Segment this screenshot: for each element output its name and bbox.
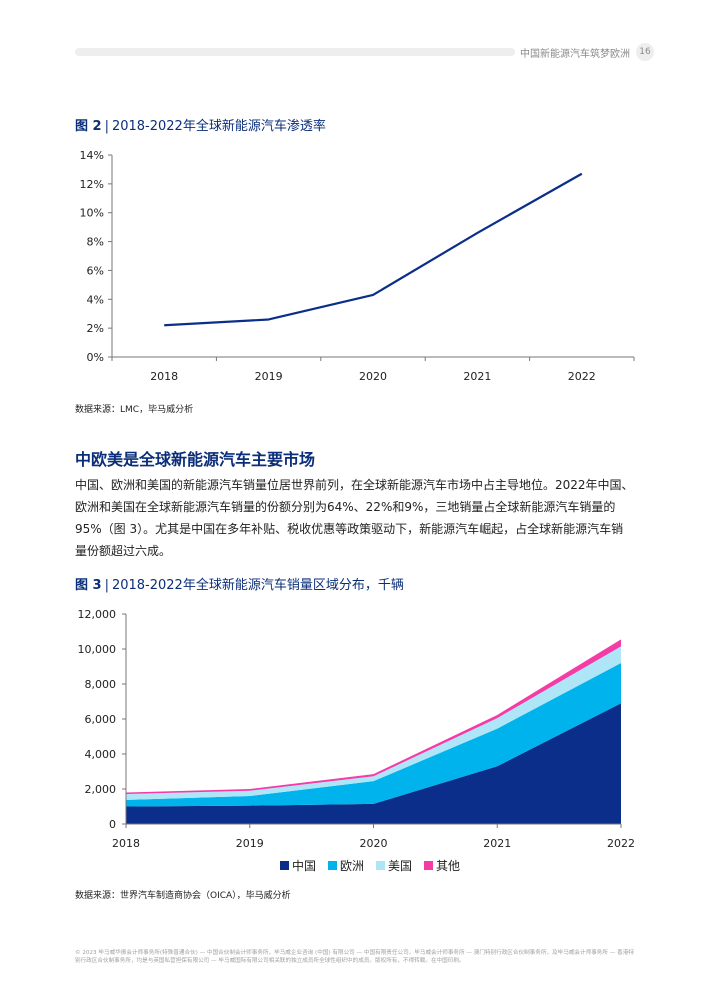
x-tick-label: 2021 (463, 370, 491, 383)
header-bar (75, 48, 515, 56)
y-tick-label: 6% (87, 264, 104, 277)
x-tick-label: 2019 (236, 837, 264, 850)
x-tick-label: 2018 (150, 370, 178, 383)
y-tick-label: 8% (87, 236, 104, 249)
legend-swatch-美国 (376, 861, 385, 870)
y-tick-label: 10% (80, 207, 104, 220)
y-tick-label: 6,000 (85, 713, 117, 726)
footer-copyright: © 2023 毕马威华振会计师事务所(特殊普通合伙) — 中国合伙制会计师事务所… (75, 950, 634, 964)
figure3-title-text: 2018-2022年全球新能源汽车销量区域分布，千辆 (111, 578, 404, 593)
legend-label-美国: 美国 (388, 859, 412, 873)
y-tick-label: 2% (87, 322, 104, 335)
header-title: 中国新能源汽车筑梦欧洲 (520, 49, 630, 60)
y-tick-label: 4,000 (85, 748, 117, 761)
section-heading: 中欧美是全球新能源汽车主要市场 (75, 450, 316, 469)
penetration-line-chart: 0% 2% 4% 6% 8% 10% 12% 14% 2018 2019 2020 2021 2022 (80, 149, 635, 383)
y-tick-label: 10,000 (78, 643, 117, 656)
y-tick-label: 12% (80, 178, 104, 191)
figure2-separator: | (104, 119, 109, 134)
area-series-中国 (126, 703, 621, 824)
legend-label-欧洲: 欧洲 (340, 859, 364, 873)
x-tick-label: 2018 (112, 837, 140, 850)
y-tick-label: 14% (80, 149, 104, 162)
y-tick-label: 8,000 (85, 678, 117, 691)
legend-swatch-欧洲 (328, 861, 337, 870)
figure2-title: 图 2 | 2018-2022年全球新能源汽车渗透率 (75, 115, 326, 134)
legend-swatch-中国 (280, 861, 289, 870)
x-tick-label: 2019 (255, 370, 283, 383)
legend-swatch-其他 (424, 861, 433, 870)
figure2-title-text: 2018-2022年全球新能源汽车渗透率 (111, 119, 326, 134)
x-tick-label: 2022 (607, 837, 635, 850)
figure2-label: 图 2 (75, 119, 102, 134)
y-tick-label: 0 (109, 818, 116, 831)
x-tick-label: 2022 (568, 370, 596, 383)
penetration-series-line (164, 172, 583, 327)
legend-label-其他: 其他 (436, 859, 460, 873)
area-series-欧洲 (126, 663, 621, 807)
figure3-separator: | (104, 578, 109, 593)
x-tick-label: 2020 (359, 370, 387, 383)
figure3-label: 图 3 (75, 578, 102, 593)
x-tick-label: 2020 (360, 837, 388, 850)
sales-area-chart: 0 2,000 4,000 6,000 8,000 10,000 12,000 2018 201… (78, 608, 636, 873)
y-tick-label: 4% (87, 293, 104, 306)
page-number: 16 (636, 43, 654, 61)
legend-label-中国: 中国 (292, 858, 316, 873)
y-tick-label: 0% (87, 351, 104, 364)
section-paragraph: 中国、欧洲和美国的新能源汽车销量位居世界前列，在全球新能源汽车市场中占主导地位。… (75, 478, 634, 558)
figure3-title: 图 3 | 2018-2022年全球新能源汽车销量区域分布，千辆 (75, 574, 404, 593)
figure2-source: 数据来源：LMC，毕马威分析 (75, 405, 194, 415)
y-tick-label: 12,000 (78, 608, 117, 621)
y-tick-label: 2,000 (85, 783, 117, 796)
figure3-source: 数据来源：世界汽车制造商协会（OICA），毕马威分析 (75, 891, 291, 901)
x-tick-label: 2021 (483, 837, 511, 850)
